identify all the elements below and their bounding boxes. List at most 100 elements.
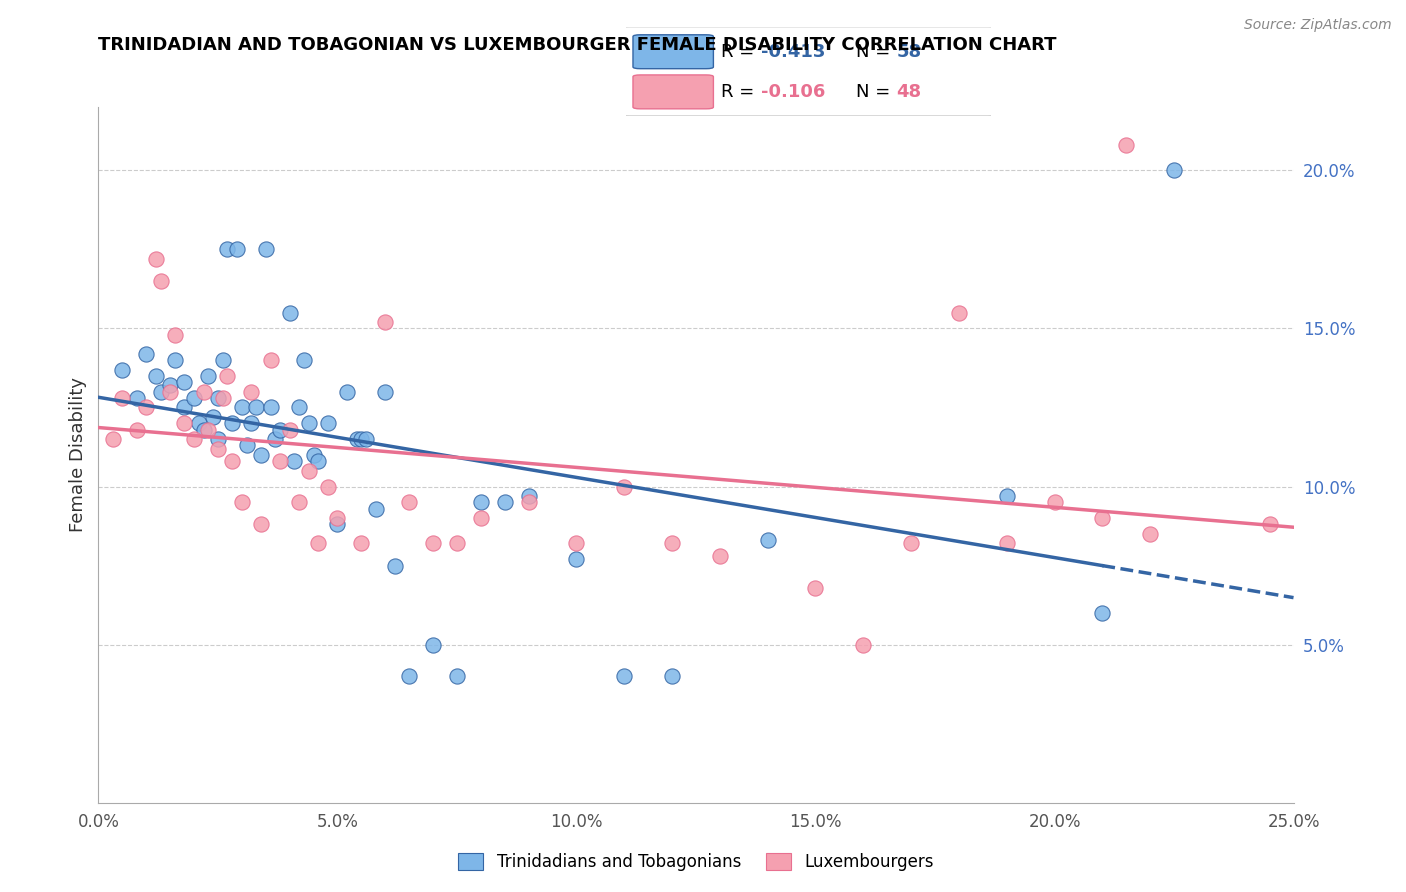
Point	[125, 423, 148, 437]
Point	[995, 489, 1018, 503]
Point	[470, 511, 492, 525]
Point	[183, 432, 205, 446]
Point	[709, 549, 731, 563]
Point	[346, 432, 368, 446]
FancyBboxPatch shape	[621, 27, 995, 116]
Point	[292, 353, 315, 368]
Point	[446, 669, 468, 683]
Point	[900, 536, 922, 550]
Point	[316, 479, 339, 493]
Text: Source: ZipAtlas.com: Source: ZipAtlas.com	[1244, 18, 1392, 32]
Point	[661, 536, 683, 550]
Point	[193, 384, 215, 399]
Point	[197, 368, 219, 383]
Point	[221, 417, 243, 431]
Point	[211, 353, 233, 368]
Point	[173, 375, 195, 389]
Point	[1043, 495, 1066, 509]
Point	[159, 384, 181, 399]
Point	[326, 511, 349, 525]
Point	[326, 517, 349, 532]
Point	[1091, 511, 1114, 525]
Point	[398, 495, 420, 509]
Point	[565, 552, 588, 566]
Point	[374, 315, 396, 329]
Point	[1163, 163, 1185, 178]
Text: N =: N =	[856, 83, 896, 101]
Point	[135, 401, 157, 415]
Point	[307, 536, 329, 550]
FancyBboxPatch shape	[633, 35, 713, 69]
Point	[197, 423, 219, 437]
Point	[231, 401, 253, 415]
Point	[1091, 606, 1114, 620]
Point	[422, 536, 444, 550]
Point	[288, 401, 311, 415]
Point	[217, 243, 239, 257]
Point	[283, 454, 305, 468]
Point	[948, 305, 970, 319]
Point	[288, 495, 311, 509]
Point	[354, 432, 377, 446]
Text: 58: 58	[896, 43, 921, 61]
Point	[316, 417, 339, 431]
Point	[240, 384, 263, 399]
Point	[517, 495, 540, 509]
Point	[1115, 138, 1137, 153]
Point	[336, 384, 359, 399]
Legend: Trinidadians and Tobagonians, Luxembourgers: Trinidadians and Tobagonians, Luxembourg…	[451, 847, 941, 878]
FancyBboxPatch shape	[633, 75, 713, 109]
Point	[207, 391, 229, 405]
Point	[149, 384, 172, 399]
Point	[111, 391, 134, 405]
Text: N =: N =	[856, 43, 896, 61]
Point	[259, 353, 281, 368]
Point	[211, 391, 233, 405]
Point	[446, 536, 468, 550]
Point	[517, 489, 540, 503]
Text: TRINIDADIAN AND TOBAGONIAN VS LUXEMBOURGER FEMALE DISABILITY CORRELATION CHART: TRINIDADIAN AND TOBAGONIAN VS LUXEMBOURG…	[98, 36, 1057, 54]
Point	[226, 243, 249, 257]
Point	[202, 409, 225, 424]
Point	[565, 536, 588, 550]
Y-axis label: Female Disability: Female Disability	[69, 377, 87, 533]
Point	[269, 454, 291, 468]
Point	[756, 533, 779, 548]
Point	[350, 536, 373, 550]
Point	[350, 432, 373, 446]
Point	[217, 368, 239, 383]
Point	[163, 353, 186, 368]
Point	[159, 378, 181, 392]
Point	[804, 581, 827, 595]
Point	[235, 438, 257, 452]
Point	[852, 638, 875, 652]
Point	[207, 432, 229, 446]
Text: -0.106: -0.106	[761, 83, 825, 101]
Point	[125, 391, 148, 405]
Point	[398, 669, 420, 683]
Point	[264, 432, 287, 446]
Point	[111, 362, 134, 376]
Point	[250, 517, 273, 532]
Point	[101, 432, 124, 446]
Point	[1258, 517, 1281, 532]
Point	[278, 423, 301, 437]
Point	[207, 442, 229, 456]
Point	[254, 243, 277, 257]
Point	[470, 495, 492, 509]
Text: 48: 48	[896, 83, 921, 101]
Text: R =: R =	[721, 43, 759, 61]
Point	[661, 669, 683, 683]
Point	[269, 423, 291, 437]
Point	[307, 454, 329, 468]
Point	[163, 327, 186, 342]
Point	[145, 368, 167, 383]
Point	[278, 305, 301, 319]
Point	[613, 479, 636, 493]
Text: R =: R =	[721, 83, 759, 101]
Point	[231, 495, 253, 509]
Point	[149, 274, 172, 288]
Point	[193, 423, 215, 437]
Point	[384, 558, 406, 573]
Point	[221, 454, 243, 468]
